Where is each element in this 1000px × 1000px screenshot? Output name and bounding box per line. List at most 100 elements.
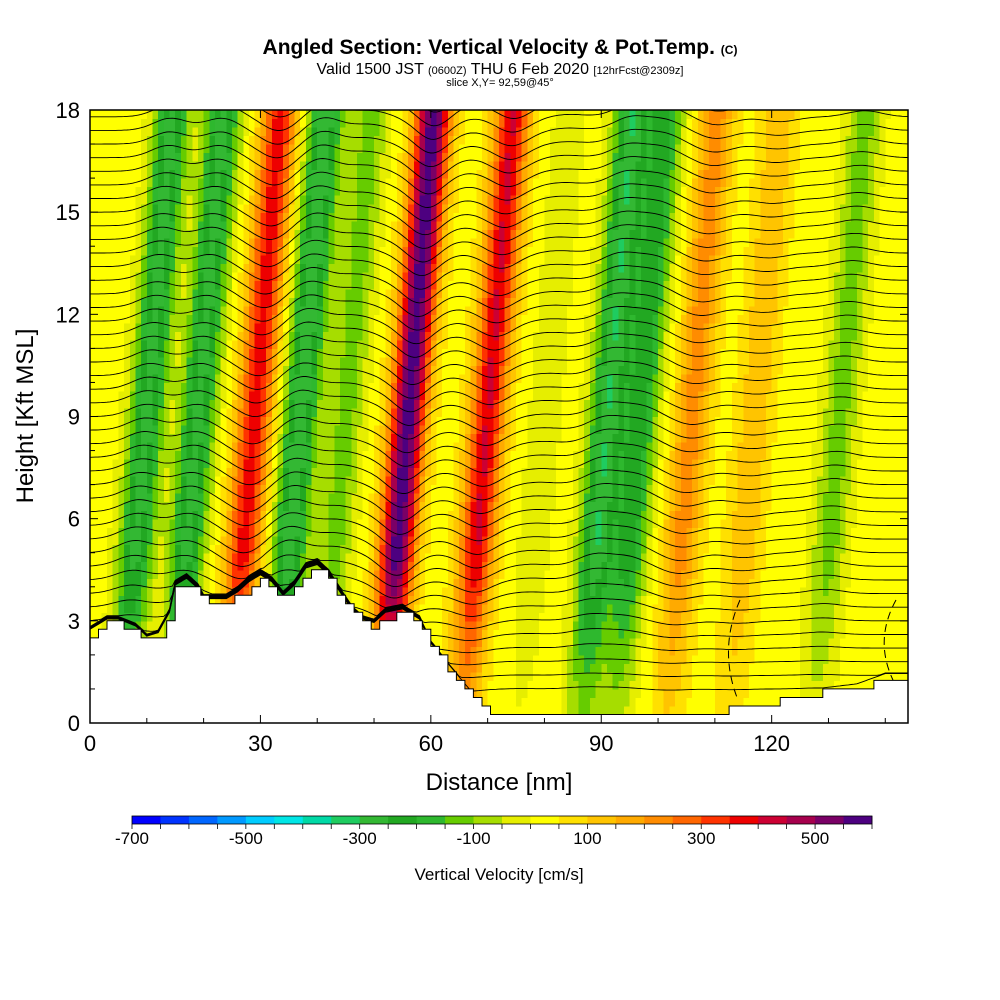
velocity-cell xyxy=(169,467,176,477)
velocity-cell xyxy=(453,484,460,494)
velocity-cell xyxy=(232,578,239,588)
velocity-cell xyxy=(209,339,216,349)
velocity-cell xyxy=(311,161,318,171)
velocity-cell xyxy=(129,476,137,486)
velocity-cell xyxy=(192,467,199,477)
velocity-cell xyxy=(197,271,205,281)
velocity-cell xyxy=(374,152,381,162)
velocity-cell xyxy=(328,203,335,213)
velocity-cell xyxy=(362,254,369,264)
velocity-cell xyxy=(334,527,341,537)
velocity-cell xyxy=(322,373,330,384)
velocity-cell xyxy=(425,450,432,460)
velocity-cell xyxy=(413,433,421,443)
velocity-cell xyxy=(266,476,273,486)
velocity-cell xyxy=(311,246,318,256)
velocity-cell xyxy=(442,569,449,579)
velocity-cell xyxy=(453,407,460,418)
velocity-cell xyxy=(232,110,239,120)
velocity-cell xyxy=(101,271,108,281)
velocity-cell xyxy=(362,459,369,469)
velocity-cell xyxy=(135,476,142,486)
velocity-cell xyxy=(237,297,244,307)
velocity-cell xyxy=(328,493,335,503)
velocity-cell xyxy=(135,586,142,596)
chart-title-suffix: (C) xyxy=(720,43,738,57)
velocity-cell xyxy=(351,373,358,384)
velocity-cell xyxy=(391,229,398,239)
velocity-cell xyxy=(300,339,307,349)
velocity-cell xyxy=(237,365,244,375)
velocity-cell xyxy=(277,390,284,401)
velocity-cell xyxy=(141,535,148,545)
velocity-cell xyxy=(385,373,392,384)
velocity-cell xyxy=(334,161,341,171)
velocity-cell xyxy=(442,544,449,554)
velocity-cell xyxy=(322,425,330,435)
velocity-cell xyxy=(107,493,114,503)
velocity-cell xyxy=(419,527,426,537)
velocity-cell xyxy=(209,161,216,171)
velocity-cell xyxy=(459,663,466,673)
velocity-cell xyxy=(374,305,381,315)
velocity-cell xyxy=(232,382,239,392)
velocity-cell xyxy=(237,501,244,511)
velocity-cell xyxy=(135,527,142,537)
velocity-cell xyxy=(339,263,347,273)
velocity-cell xyxy=(300,459,307,469)
velocity-cell xyxy=(374,144,381,154)
velocity-cell xyxy=(129,459,137,469)
velocity-cell xyxy=(362,127,369,137)
velocity-cell xyxy=(402,314,409,324)
velocity-cell xyxy=(90,212,97,222)
velocity-cell xyxy=(419,152,426,162)
velocity-cell xyxy=(351,416,358,426)
velocity-cell xyxy=(95,390,102,401)
velocity-cell xyxy=(470,373,477,384)
velocity-cell xyxy=(305,535,313,545)
velocity-cell xyxy=(112,544,119,554)
velocity-cell xyxy=(345,390,352,401)
velocity-cell xyxy=(311,314,318,324)
velocity-cell xyxy=(107,373,114,384)
velocity-cell xyxy=(300,535,307,545)
velocity-cell xyxy=(141,407,148,418)
velocity-cell xyxy=(135,561,142,571)
velocity-cell xyxy=(158,569,165,579)
velocity-cell xyxy=(197,297,205,307)
velocity-cell xyxy=(146,110,154,120)
velocity-cell xyxy=(90,527,97,537)
velocity-cell xyxy=(129,288,137,298)
velocity-cell xyxy=(288,280,296,290)
velocity-cell xyxy=(158,390,165,401)
velocity-cell xyxy=(209,501,216,511)
velocity-cell xyxy=(226,161,233,171)
velocity-cell xyxy=(107,416,114,426)
velocity-cell xyxy=(345,288,352,298)
velocity-cell xyxy=(413,339,421,349)
velocity-cell xyxy=(175,339,182,349)
velocity-cell xyxy=(430,297,438,307)
velocity-cell xyxy=(368,527,375,537)
velocity-cell xyxy=(356,561,364,571)
velocity-cell xyxy=(300,135,307,145)
velocity-cell xyxy=(339,433,347,443)
velocity-cell xyxy=(175,110,182,120)
velocity-cell xyxy=(112,399,119,409)
velocity-cell xyxy=(453,314,460,324)
velocity-cell xyxy=(271,135,279,145)
velocity-cell xyxy=(271,178,279,188)
velocity-cell xyxy=(436,390,443,401)
velocity-cell xyxy=(334,373,341,384)
velocity-cell xyxy=(322,382,330,392)
valid-fcst: [12hrFcst@2309z] xyxy=(593,65,684,77)
velocity-cell xyxy=(356,314,364,324)
velocity-cell xyxy=(237,527,244,537)
velocity-cell xyxy=(419,510,426,520)
velocity-cell xyxy=(197,314,205,324)
velocity-cell xyxy=(379,237,386,247)
velocity-cell xyxy=(266,263,273,273)
velocity-cell xyxy=(209,212,216,222)
velocity-cell xyxy=(237,416,244,426)
velocity-cell xyxy=(186,561,193,571)
